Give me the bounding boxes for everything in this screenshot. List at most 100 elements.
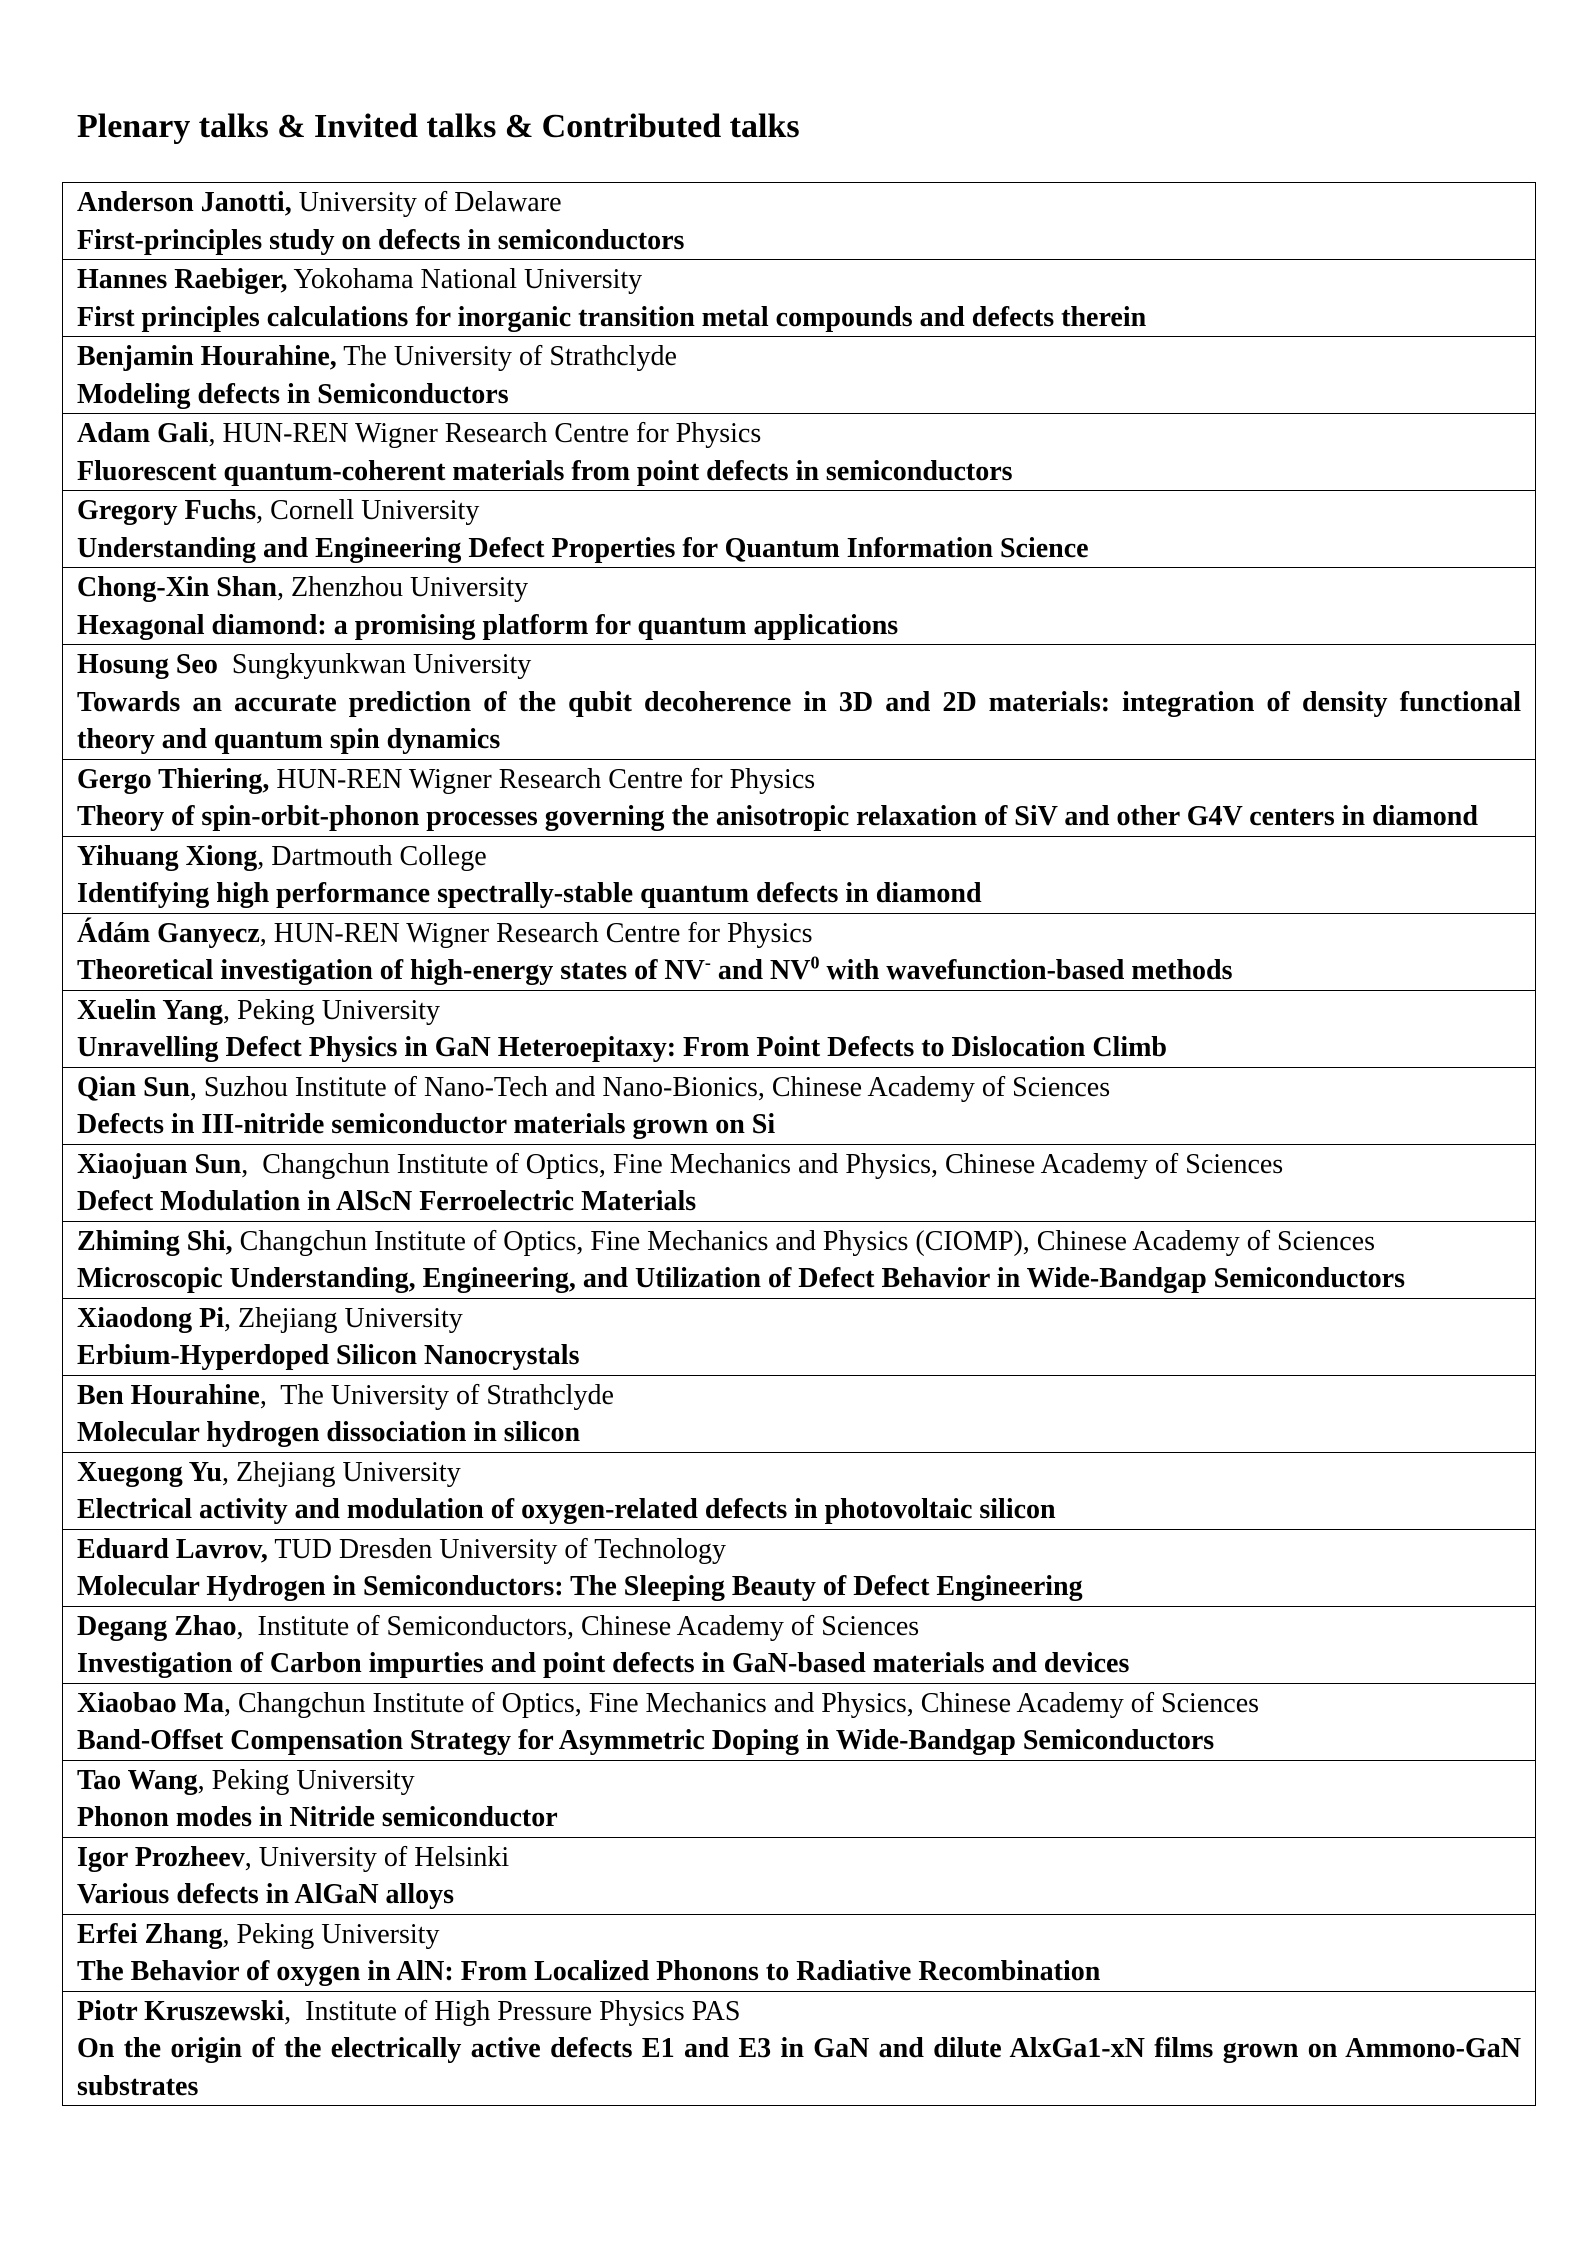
talk-title-text: Theory of spin-orbit-phonon processes go… xyxy=(77,801,1478,832)
talk-cell: Igor Prozheev, University of Helsinki Var… xyxy=(62,1836,1536,1915)
talk-title-text: Microscopic Understanding, Engineering, … xyxy=(77,1263,1405,1294)
talk-title-text: Fluorescent quantum-coherent materials f… xyxy=(77,455,1013,487)
speaker-line: Adam Gali, HUN-REN Wigner Research Centr… xyxy=(77,415,1521,453)
talk-title: On the origin of the electrically active… xyxy=(77,2030,1521,2105)
talk-cell: Degang Zhao, Institute of Semiconductors… xyxy=(62,1605,1536,1684)
speaker-name: Zhiming Shi, xyxy=(77,1225,233,1257)
talk-row: Adam Gali, HUN-REN Wigner Research Centr… xyxy=(62,413,1536,491)
talk-cell: Qian Sun, Suzhou Institute of Nano-Tech … xyxy=(62,1066,1536,1145)
talks-table: Anderson Janotti, University of Delaware… xyxy=(62,182,1536,2106)
speaker-affiliation: , Institute of High Pressure Physics PAS xyxy=(284,1995,741,2027)
speaker-line: Xiaobao Ma, Changchun Institute of Optic… xyxy=(77,1685,1521,1723)
talk-cell: Tao Wang, Peking University Phonon modes … xyxy=(62,1759,1536,1838)
talk-title: Modeling defects in Semiconductors xyxy=(77,376,1521,414)
speaker-affiliation: , University of Helsinki xyxy=(244,1841,510,1873)
speaker-name: Chong-Xin Shan xyxy=(77,572,277,603)
talk-row: Erfei Zhang, Peking University The Behavi… xyxy=(62,1913,1536,1992)
speaker-name: Tao Wang xyxy=(77,1764,198,1796)
talk-title-text: Understanding and Engineering Defect Pro… xyxy=(77,532,1089,564)
talk-cell: Anderson Janotti, University of Delaware… xyxy=(62,182,1536,260)
speaker-name: Xiaodong Pi xyxy=(77,1302,225,1334)
talk-row: Yihuang Xiong, Dartmouth College Identify… xyxy=(62,835,1536,914)
speaker-line: Erfei Zhang, Peking University xyxy=(77,1916,1521,1954)
speaker-name: Eduard Lavrov, xyxy=(77,1533,268,1565)
speaker-line: Yihuang Xiong, Dartmouth College xyxy=(77,838,1521,876)
talk-title-text: Unravelling Defect Physics in GaN Hetero… xyxy=(77,1032,1168,1063)
talk-row: Eduard Lavrov, TUD Dresden University of… xyxy=(62,1528,1536,1607)
talk-title-text: Investigation of Carbon impurties and po… xyxy=(77,1648,1130,1679)
talk-title: Theory of spin-orbit-phonon processes go… xyxy=(77,798,1521,836)
speaker-name: Benjamin Hourahine, xyxy=(77,341,337,372)
talk-title-text: Molecular Hydrogen in Semiconductors: Th… xyxy=(77,1571,1083,1602)
speaker-affiliation: , Peking University xyxy=(223,994,441,1026)
talk-title-text: Towards an accurate prediction of the qu… xyxy=(77,686,1521,756)
talk-row: Zhiming Shi, Changchun Institute of Opti… xyxy=(62,1220,1536,1299)
speaker-name: Hosung Seo xyxy=(77,649,218,680)
talk-row: Chong-Xin Shan, Zhenzhou University Hexag… xyxy=(62,567,1536,645)
talk-title-text: First-principles study on defects in sem… xyxy=(77,224,685,256)
speaker-line: Anderson Janotti, University of Delaware xyxy=(77,184,1521,222)
talk-cell: Chong-Xin Shan, Zhenzhou University Hexag… xyxy=(62,567,1536,645)
talk-cell: Yihuang Xiong, Dartmouth College Identify… xyxy=(62,835,1536,914)
speaker-affiliation: , Zhejiang University xyxy=(224,1302,463,1334)
speaker-affiliation: , Dartmouth College xyxy=(257,840,487,872)
speaker-name: Xiaojuan Sun xyxy=(77,1148,242,1180)
talk-title-text: Erbium-Hyperdoped Silicon Nanocrystals xyxy=(77,1340,580,1371)
talk-row: Xiaodong Pi, Zhejiang University Erbium-H… xyxy=(62,1297,1536,1376)
talk-title-text: Band-Offset Compensation Strategy for As… xyxy=(77,1725,1215,1756)
speaker-name: Anderson Janotti, xyxy=(77,187,292,218)
talk-title: Defects in III-nitride semiconductor mat… xyxy=(77,1106,1521,1144)
speaker-name: Hannes Raebiger, xyxy=(77,264,288,295)
speaker-name: Igor Prozheev xyxy=(77,1841,245,1873)
speaker-name: Degang Zhao xyxy=(77,1610,237,1642)
talk-title: First-principles study on defects in sem… xyxy=(77,222,1521,260)
talk-title-superscript: 0 xyxy=(810,952,820,973)
speaker-affiliation: , Changchun Institute of Optics, Fine Me… xyxy=(241,1148,1284,1180)
talk-row: Gergo Thiering, HUN-REN Wigner Research … xyxy=(62,758,1536,837)
speaker-name: Gergo Thiering, xyxy=(77,763,270,795)
talk-title-text: and NV xyxy=(710,955,811,986)
speaker-line: Eduard Lavrov, TUD Dresden University of… xyxy=(77,1531,1521,1569)
talk-title: Defect Modulation in AlScN Ferroelectric… xyxy=(77,1183,1521,1221)
talk-row: Xiaobao Ma, Changchun Institute of Optic… xyxy=(62,1682,1536,1761)
talk-cell: Ádám Ganyecz, HUN-REN Wigner Research Ce… xyxy=(62,912,1536,991)
talk-title-text: Modeling defects in Semiconductors xyxy=(77,378,509,410)
speaker-affiliation: , Changchun Institute of Optics, Fine Me… xyxy=(224,1687,1260,1719)
speaker-affiliation: , HUN-REN Wigner Research Centre for Phy… xyxy=(259,917,813,949)
talk-title-text: Identifying high performance spectrally-… xyxy=(77,878,982,909)
talk-cell: Benjamin Hourahine, The University of St… xyxy=(62,336,1536,414)
speaker-affiliation: , Peking University xyxy=(222,1918,440,1950)
talk-title-superscript: - xyxy=(704,952,711,973)
talk-title: Theoretical investigation of high-energy… xyxy=(77,952,1521,990)
speaker-name: Xuegong Yu xyxy=(77,1456,222,1488)
speaker-affiliation: University of Delaware xyxy=(291,187,562,218)
speaker-line: Hosung Seo Sungkyunkwan University xyxy=(77,646,1521,684)
talk-title-text: On the origin of the electrically active… xyxy=(77,2033,1521,2102)
speaker-line: Benjamin Hourahine, The University of St… xyxy=(77,338,1521,376)
speaker-affiliation: Yokohama National University xyxy=(287,264,643,295)
speaker-line: Chong-Xin Shan, Zhenzhou University xyxy=(77,569,1521,607)
talk-cell: Piotr Kruszewski, Institute of High Pres… xyxy=(62,1990,1536,2106)
talk-cell: Erfei Zhang, Peking University The Behavi… xyxy=(62,1913,1536,1992)
talk-title: Band-Offset Compensation Strategy for As… xyxy=(77,1722,1521,1760)
speaker-affiliation: , Suzhou Institute of Nano-Tech and Nano… xyxy=(189,1071,1111,1103)
talk-title: Hexagonal diamond: a promising platform … xyxy=(77,607,1521,645)
talk-title: Electrical activity and modulation of ox… xyxy=(77,1491,1521,1529)
talk-cell: Zhiming Shi, Changchun Institute of Opti… xyxy=(62,1220,1536,1299)
talk-title: Molecular Hydrogen in Semiconductors: Th… xyxy=(77,1568,1521,1606)
speaker-line: Ádám Ganyecz, HUN-REN Wigner Research Ce… xyxy=(77,915,1521,953)
speaker-affiliation: , Zhejiang University xyxy=(221,1456,461,1488)
speaker-affiliation: , The University of Strathclyde xyxy=(259,1379,614,1411)
speaker-affiliation: TUD Dresden University of Technology xyxy=(267,1533,727,1565)
speaker-affiliation: Sungkyunkwan University xyxy=(217,649,532,680)
talk-cell: Eduard Lavrov, TUD Dresden University of… xyxy=(62,1528,1536,1607)
page-title: Plenary talks & Invited talks & Contribu… xyxy=(77,108,800,145)
speaker-affiliation: The University of Strathclyde xyxy=(336,341,677,372)
talk-title: Erbium-Hyperdoped Silicon Nanocrystals xyxy=(77,1337,1521,1375)
talk-title: Unravelling Defect Physics in GaN Hetero… xyxy=(77,1029,1521,1067)
speaker-affiliation: , Peking University xyxy=(197,1764,415,1796)
speaker-line: Igor Prozheev, University of Helsinki xyxy=(77,1839,1521,1877)
talk-title: Understanding and Engineering Defect Pro… xyxy=(77,530,1521,568)
talk-title-text: First principles calculations for inorga… xyxy=(77,301,1147,333)
speaker-line: Xiaodong Pi, Zhejiang University xyxy=(77,1300,1521,1338)
